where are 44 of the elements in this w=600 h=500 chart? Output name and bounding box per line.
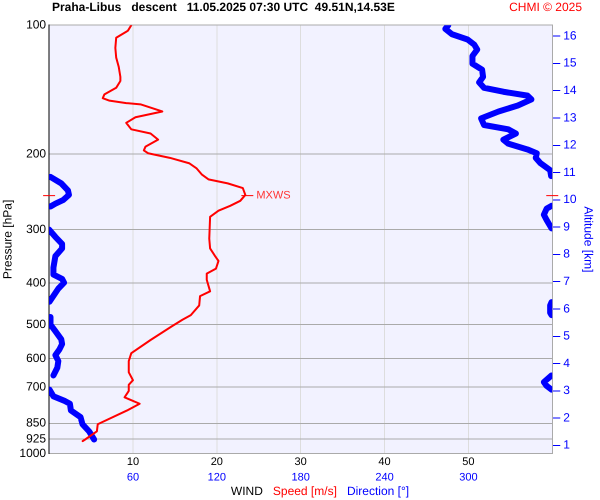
y-tick-label: 500 [26,316,46,331]
y2-tick-label: 2 [563,410,570,424]
text: Speed [m/s] [272,484,337,498]
y-tick-label: 300 [26,222,46,236]
y-tick-label: 1000 [19,446,46,460]
text: CHMI © 2025 [509,0,582,15]
y2-tick-label: 7 [563,274,570,288]
x2-tick-label: 300 [459,471,478,484]
y-tick-label: 400 [26,275,46,290]
y-tick-label: 200 [26,146,46,160]
y2-tick-label: 4 [563,356,570,370]
y2-tick-label: 3 [563,383,570,398]
x-tick-label: 20 [210,456,223,468]
y2-tick-label: 13 [563,110,577,124]
y-axis-title: Pressure [hPa] [0,200,15,280]
y-tick-label: 925 [26,431,46,446]
x-tick-label: 40 [378,456,391,468]
y2-tick-label: 16 [563,28,577,42]
y-tick-label: 600 [26,350,46,365]
y2-tick-label: 9 [563,219,570,234]
x2-tick-label: 240 [375,471,394,484]
y-tick-label: 100 [26,18,46,32]
y2-tick-label: 5 [563,328,570,343]
y2-tick-label: 10 [563,192,577,206]
x2-tick-label: 120 [208,471,226,484]
x2-tick-label: 180 [291,471,310,484]
chart-title: Praha-Libus descent 11.05.2025 07:30 UTC 49.51N,14.53E [52,0,395,15]
x-tick-label: 30 [294,456,307,468]
y2-tick-label: 15 [563,56,577,70]
y2-tick-label: 8 [563,246,570,261]
y2-tick-label: 1 [563,438,570,452]
x-axis-title: WIND [230,484,263,498]
text: Direction [°] [346,484,410,498]
y-tick-label: 700 [26,380,46,394]
y-tick-label: 850 [26,416,46,430]
y2-tick-label: 12 [563,138,577,152]
y2-tick-label: 11 [563,164,576,179]
x-tick-label: 50 [462,456,475,468]
x-tick-label: 10 [126,456,140,468]
annotation: MXWS [256,190,291,202]
y2-tick-label: 6 [563,301,570,316]
y2-tick-label: 14 [563,83,577,97]
x2-tick-label: 60 [126,471,140,484]
y2-axis-title: Altitude [km] [581,206,596,272]
